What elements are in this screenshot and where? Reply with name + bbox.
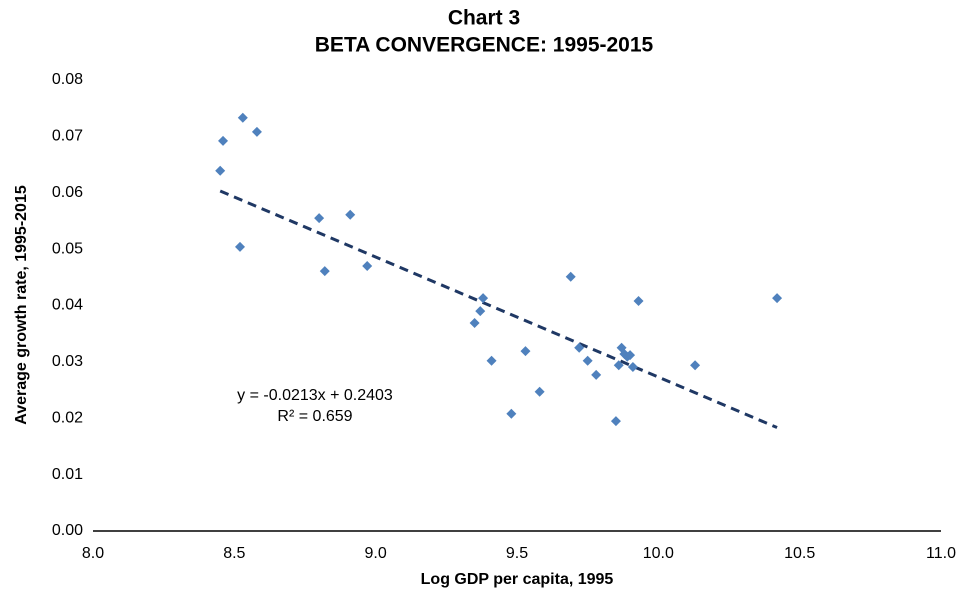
- data-point: [478, 293, 489, 304]
- x-tick-label: 8.5: [223, 545, 245, 562]
- y-tick-label: 0.02: [52, 409, 83, 426]
- data-point: [486, 355, 497, 366]
- data-point: [218, 135, 229, 146]
- y-tick-label: 0.06: [52, 184, 83, 201]
- data-point: [234, 241, 245, 252]
- data-point: [633, 295, 644, 306]
- data-point: [772, 293, 783, 304]
- chart-title: Chart 3: [448, 7, 520, 30]
- data-point: [591, 369, 602, 380]
- data-point: [610, 416, 621, 427]
- x-axis-title: Log GDP per capita, 1995: [421, 571, 614, 588]
- data-point: [215, 165, 226, 176]
- y-tick-label: 0.08: [52, 71, 83, 88]
- x-tick-label: 9.5: [506, 545, 528, 562]
- data-point: [582, 355, 593, 366]
- x-tick-label: 11.0: [926, 545, 956, 562]
- data-point: [574, 342, 585, 353]
- trend-equation: y = -0.0213x + 0.2403: [237, 387, 393, 404]
- x-tick-label: 9.0: [365, 545, 387, 562]
- data-point: [469, 317, 480, 328]
- y-tick-label: 0.04: [52, 297, 83, 314]
- data-point: [690, 360, 701, 371]
- data-point: [613, 360, 624, 371]
- y-tick-label: 0.07: [52, 128, 83, 145]
- data-point: [534, 386, 545, 397]
- data-point: [520, 346, 531, 357]
- data-point: [314, 213, 325, 224]
- data-point: [506, 408, 517, 419]
- x-tick-label: 10.5: [784, 545, 815, 562]
- y-tick-label: 0.05: [52, 240, 83, 257]
- data-point: [251, 126, 262, 137]
- y-tick-label: 0.03: [52, 353, 83, 370]
- x-tick-label: 10.0: [643, 545, 674, 562]
- data-point: [627, 361, 638, 372]
- trendline: [219, 189, 778, 429]
- data-point: [565, 271, 576, 282]
- data-point: [625, 350, 636, 361]
- data-point: [237, 112, 248, 123]
- y-tick-label: 0.00: [52, 522, 83, 539]
- data-point: [475, 306, 486, 317]
- data-point: [319, 266, 330, 277]
- trend-r2: R² = 0.659: [277, 408, 352, 425]
- chart-subtitle: BETA CONVERGENCE: 1995-2015: [315, 34, 654, 57]
- y-tick-label: 0.01: [52, 466, 83, 483]
- y-axis-title: Average growth rate, 1995-2015: [13, 185, 30, 425]
- x-tick-label: 8.0: [82, 545, 104, 562]
- data-point: [362, 261, 373, 272]
- data-point: [345, 209, 356, 220]
